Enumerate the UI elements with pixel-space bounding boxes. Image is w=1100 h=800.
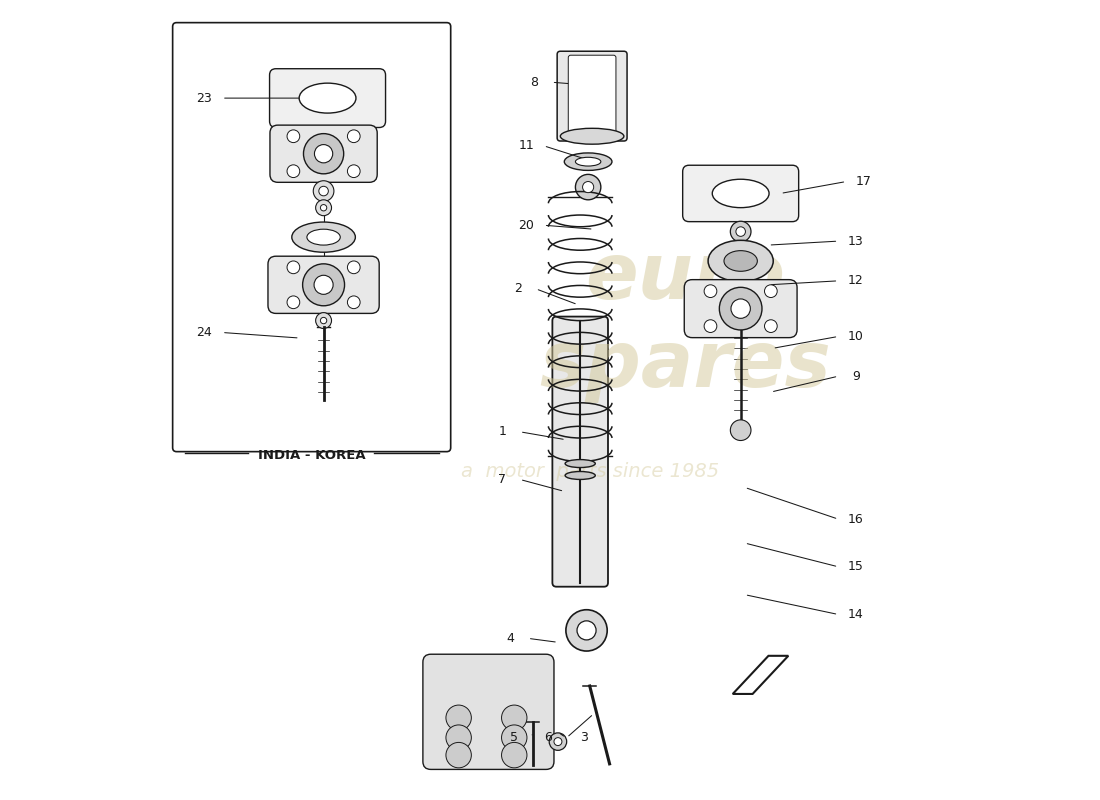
Circle shape: [446, 705, 472, 730]
Circle shape: [287, 261, 300, 274]
Circle shape: [764, 320, 778, 333]
Circle shape: [578, 621, 596, 640]
Circle shape: [719, 287, 762, 330]
FancyBboxPatch shape: [173, 22, 451, 452]
Circle shape: [730, 420, 751, 441]
Circle shape: [446, 742, 472, 768]
Text: a  motor  parts since 1985: a motor parts since 1985: [461, 462, 718, 481]
Circle shape: [316, 200, 331, 216]
Circle shape: [319, 186, 329, 196]
FancyBboxPatch shape: [684, 280, 798, 338]
FancyBboxPatch shape: [270, 125, 377, 182]
FancyBboxPatch shape: [558, 51, 627, 141]
Circle shape: [314, 181, 334, 202]
Circle shape: [348, 261, 360, 274]
Circle shape: [320, 205, 327, 211]
Ellipse shape: [292, 222, 355, 252]
Circle shape: [287, 130, 300, 142]
Ellipse shape: [565, 459, 595, 467]
Circle shape: [554, 738, 562, 746]
Circle shape: [287, 165, 300, 178]
Circle shape: [736, 227, 746, 236]
Text: 8: 8: [530, 76, 538, 89]
Circle shape: [502, 705, 527, 730]
Circle shape: [732, 299, 750, 318]
Ellipse shape: [708, 240, 773, 282]
Text: 9: 9: [851, 370, 860, 382]
Ellipse shape: [575, 158, 601, 166]
Circle shape: [575, 174, 601, 200]
Ellipse shape: [307, 229, 340, 245]
Text: 12: 12: [848, 274, 864, 287]
Text: 7: 7: [498, 473, 506, 486]
Circle shape: [302, 264, 344, 306]
Text: 24: 24: [197, 326, 212, 339]
FancyBboxPatch shape: [569, 55, 616, 134]
Text: INDIA - KOREA: INDIA - KOREA: [257, 449, 365, 462]
Circle shape: [583, 182, 594, 193]
Circle shape: [446, 725, 472, 750]
Circle shape: [348, 130, 360, 142]
FancyBboxPatch shape: [552, 317, 608, 586]
Text: 11: 11: [518, 139, 534, 152]
Text: 16: 16: [848, 513, 864, 526]
Circle shape: [764, 285, 778, 298]
Circle shape: [320, 318, 327, 324]
Ellipse shape: [560, 128, 624, 144]
Circle shape: [304, 134, 343, 174]
Circle shape: [704, 320, 717, 333]
Ellipse shape: [713, 179, 769, 208]
Circle shape: [704, 285, 717, 298]
Text: 3: 3: [580, 731, 588, 744]
FancyBboxPatch shape: [270, 69, 386, 127]
FancyBboxPatch shape: [683, 166, 799, 222]
FancyBboxPatch shape: [268, 256, 379, 314]
FancyBboxPatch shape: [422, 654, 554, 770]
Text: 2: 2: [515, 282, 522, 295]
Polygon shape: [733, 656, 789, 694]
Text: 10: 10: [848, 330, 864, 343]
Circle shape: [315, 275, 333, 294]
Text: 13: 13: [848, 234, 864, 248]
Circle shape: [502, 725, 527, 750]
Circle shape: [348, 165, 360, 178]
Circle shape: [316, 313, 331, 329]
Circle shape: [730, 222, 751, 242]
Text: 23: 23: [197, 92, 212, 105]
Text: 17: 17: [856, 175, 871, 188]
Circle shape: [287, 296, 300, 309]
Text: 5: 5: [510, 731, 518, 744]
Circle shape: [502, 742, 527, 768]
Text: 20: 20: [518, 218, 535, 232]
Text: 14: 14: [848, 608, 864, 621]
Text: 4: 4: [506, 632, 514, 645]
Ellipse shape: [565, 471, 595, 479]
Circle shape: [549, 733, 566, 750]
Text: 15: 15: [848, 560, 864, 574]
Ellipse shape: [564, 153, 612, 170]
Circle shape: [348, 296, 360, 309]
Circle shape: [315, 145, 332, 163]
Text: 6: 6: [544, 731, 552, 744]
Text: euro
spares: euro spares: [539, 238, 830, 402]
Ellipse shape: [299, 83, 356, 113]
Text: 1: 1: [498, 426, 506, 438]
Ellipse shape: [724, 250, 757, 271]
Circle shape: [565, 610, 607, 651]
